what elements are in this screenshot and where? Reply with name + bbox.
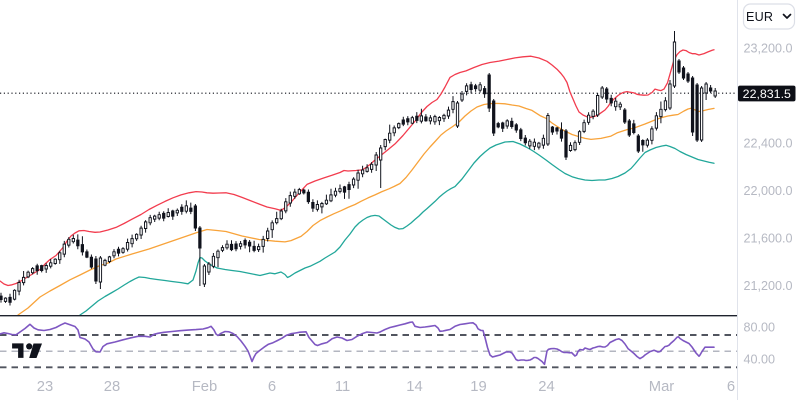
svg-text:EUR: EUR [746, 10, 773, 24]
svg-text:14: 14 [406, 379, 422, 395]
svg-text:24: 24 [538, 379, 554, 395]
svg-text:22,400.0: 22,400.0 [744, 136, 793, 150]
svg-text:21,200.0: 21,200.0 [744, 279, 793, 293]
svg-text:19: 19 [470, 379, 486, 395]
svg-text:23: 23 [37, 379, 53, 395]
svg-text:22,000.0: 22,000.0 [744, 184, 793, 198]
svg-text:6: 6 [268, 379, 276, 395]
svg-text:23,200.0: 23,200.0 [744, 41, 793, 55]
svg-text:Feb: Feb [192, 379, 218, 395]
svg-text:28: 28 [104, 379, 120, 395]
svg-text:11: 11 [335, 379, 350, 395]
svg-text:6: 6 [727, 379, 735, 395]
svg-text:80.00: 80.00 [744, 320, 776, 334]
svg-text:21,600.0: 21,600.0 [744, 231, 793, 245]
svg-text:22,831.5: 22,831.5 [743, 87, 791, 101]
svg-text:40.00: 40.00 [744, 352, 776, 366]
svg-text:Mar: Mar [649, 379, 675, 395]
